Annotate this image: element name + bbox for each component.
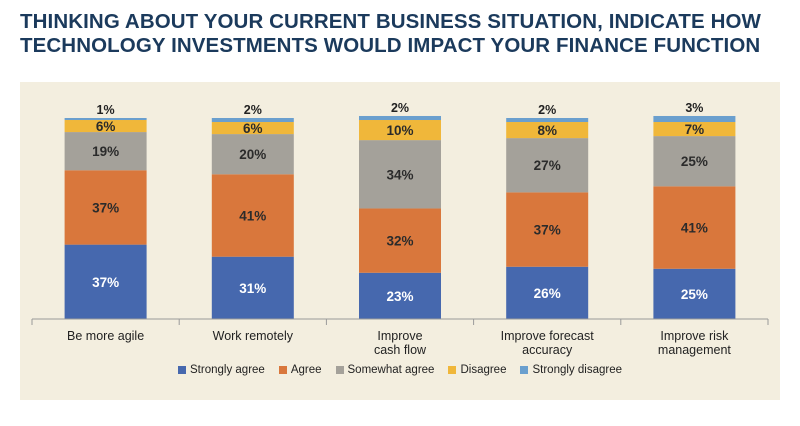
legend-label: Strongly agree: [190, 364, 265, 376]
category-label: Improve risk: [660, 329, 729, 343]
legend-swatch: [335, 366, 344, 374]
chart-panel: 37% 37% 19% 6% 1% Be more agile 31% 41% 20% 6% 2% W…: [20, 82, 780, 400]
chart-title-line-1: THINKING ABOUT YOUR CURRENT BUSINESS SIT…: [20, 10, 761, 33]
category-label: Improve: [377, 329, 422, 343]
data-label: 34%: [386, 167, 413, 182]
bar-segment-agree: [359, 208, 441, 273]
legend: Strongly agree Agree Somewhat agree Disagre…: [20, 364, 780, 376]
bar-segment-strongly-disagree: [653, 115, 736, 123]
data-label: 7%: [685, 122, 705, 137]
bar-segment-strongly-agree: [211, 256, 294, 319]
data-label: 41%: [239, 208, 266, 223]
bar-segment-strongly-disagree: [211, 118, 294, 123]
data-label: 37%: [534, 223, 561, 238]
data-label: 10%: [386, 123, 413, 138]
bar-segment-strongly-agree: [64, 244, 147, 319]
chart-title: THINKING ABOUT YOUR CURRENT BUSINESS SIT…: [20, 10, 780, 58]
data-label: 25%: [681, 287, 708, 302]
bar-segment-somewhat-agree: [653, 136, 736, 187]
bar-segment-agree: [64, 170, 147, 245]
bar-segment-somewhat-agree: [506, 138, 589, 193]
data-label-top: 2%: [244, 103, 262, 117]
category-label: Improve forecast: [501, 329, 595, 343]
data-label: 6%: [96, 119, 116, 134]
data-label-top: 2%: [391, 101, 409, 115]
data-label: 26%: [534, 286, 561, 301]
data-label: 37%: [92, 200, 119, 215]
bar-segment-strongly-agree: [653, 268, 736, 319]
data-label-top: 2%: [538, 103, 556, 117]
legend-item: Strongly agree: [178, 364, 265, 376]
category-label: Work remotely: [213, 329, 294, 343]
data-label: 32%: [386, 234, 413, 249]
data-label: 25%: [681, 154, 708, 169]
bar-segment-strongly-disagree: [506, 118, 589, 123]
stacked-bar-chart: 37% 37% 19% 6% 1% Be more agile 31% 41% 20% 6% 2% W…: [31, 101, 769, 357]
bar-segment-strongly-agree: [506, 266, 589, 319]
bar-segment-somewhat-agree: [359, 140, 441, 209]
legend-item: Somewhat agree: [335, 364, 435, 376]
data-label-top: 3%: [685, 101, 703, 115]
data-label: 8%: [537, 123, 557, 138]
legend-swatch: [520, 366, 529, 374]
bar-segment-disagree: [359, 120, 441, 141]
data-label: 31%: [239, 281, 266, 296]
legend-label: Agree: [290, 364, 322, 376]
bar-segment-strongly-disagree: [64, 118, 147, 121]
legend-swatch: [278, 366, 287, 374]
data-label-top: 1%: [97, 103, 115, 117]
bar-segment-agree: [211, 174, 294, 257]
data-label: 27%: [534, 158, 561, 173]
data-label: 19%: [92, 144, 119, 159]
data-label: 20%: [239, 147, 266, 162]
bar-segment-strongly-agree: [359, 272, 441, 319]
category-label: Be more agile: [67, 329, 144, 343]
legend-swatch: [448, 366, 457, 374]
bar-segment-somewhat-agree: [64, 132, 147, 171]
data-label: 23%: [386, 289, 413, 304]
category-label: cash flow: [374, 343, 427, 357]
bar-segment-disagree: [64, 120, 147, 133]
data-label: 41%: [681, 221, 708, 236]
category-label: management: [658, 343, 731, 357]
data-label: 6%: [243, 121, 263, 136]
bar-segment-agree: [653, 186, 736, 269]
category-label: accuracy: [522, 343, 573, 357]
chart-title-line-2: TECHNOLOGY INVESTMENTS WOULD IMPACT YOUR…: [20, 34, 761, 57]
bar-segment-somewhat-agree: [211, 134, 294, 175]
data-label: 37%: [92, 275, 119, 290]
bar-segment-agree: [506, 192, 589, 267]
legend-label: Disagree: [460, 364, 507, 376]
legend-item: Disagree: [448, 364, 506, 376]
bar-segment-disagree: [211, 122, 294, 135]
legend-label: Somewhat agree: [347, 364, 435, 376]
legend-item: Strongly disagree: [520, 364, 622, 376]
legend-item: Agree: [278, 364, 322, 376]
legend-swatch: [178, 366, 187, 374]
bar-segment-disagree: [506, 122, 589, 139]
bar-segment-disagree: [653, 122, 736, 137]
bar-segment-strongly-disagree: [359, 115, 441, 121]
legend-label: Strongly disagree: [532, 364, 622, 376]
